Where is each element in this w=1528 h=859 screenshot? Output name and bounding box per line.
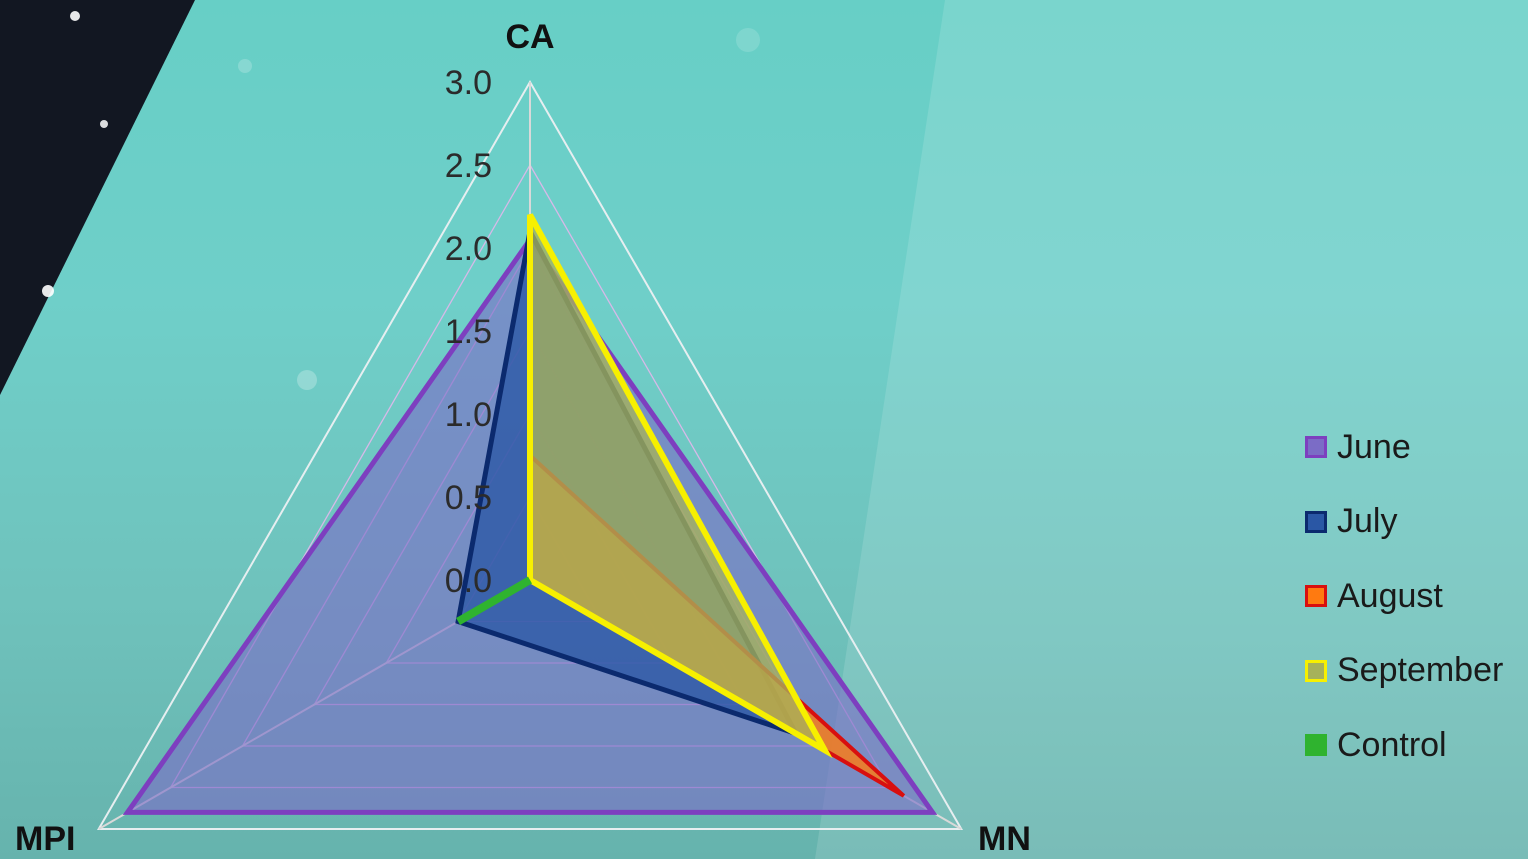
legend-swatch [1305, 734, 1327, 757]
axis-label-mpi: MPI [15, 820, 75, 858]
tick-label: 0.0 [445, 562, 492, 600]
bokeh [238, 59, 252, 73]
bokeh [297, 370, 317, 390]
axis-label-mn: MN [978, 820, 1031, 858]
legend-swatch [1305, 659, 1327, 682]
star [70, 11, 80, 21]
legend-item-july: July [1305, 485, 1527, 560]
legend-swatch [1305, 585, 1327, 608]
legend-label: June [1337, 427, 1411, 466]
axis-label-ca: CA [505, 18, 554, 56]
tick-label: 2.0 [445, 230, 492, 268]
legend-swatch [1305, 510, 1327, 533]
star [100, 120, 108, 128]
legend-swatch [1305, 436, 1327, 459]
legend-label: September [1337, 651, 1504, 690]
legend-item-august: August [1305, 559, 1527, 634]
legend-label: Control [1337, 725, 1447, 764]
tick-label: 3.0 [445, 64, 492, 102]
legend-item-control: Control [1305, 708, 1527, 783]
tick-label: 0.5 [445, 479, 492, 517]
grid-outer-ring [96, 79, 964, 830]
tick-label: 1.5 [445, 313, 492, 351]
legend-label: August [1337, 576, 1443, 615]
legend-item-september: September [1305, 634, 1527, 709]
star [42, 285, 54, 297]
series-layer [122, 213, 938, 815]
legend-label: July [1337, 502, 1398, 541]
series-september [527, 213, 833, 759]
tick-label: 2.5 [445, 147, 492, 185]
light-panel [815, 0, 1528, 859]
legend: June July August September Control [1305, 410, 1527, 783]
tick-labels: 0.0 0.5 1.0 1.5 2.0 2.5 3.0 [445, 64, 492, 600]
legend-item-june: June [1305, 410, 1527, 485]
bokeh [736, 28, 760, 52]
tick-label: 1.0 [445, 396, 492, 434]
series-control [456, 576, 533, 625]
axis-labels: CA MN MPI [15, 18, 1031, 858]
